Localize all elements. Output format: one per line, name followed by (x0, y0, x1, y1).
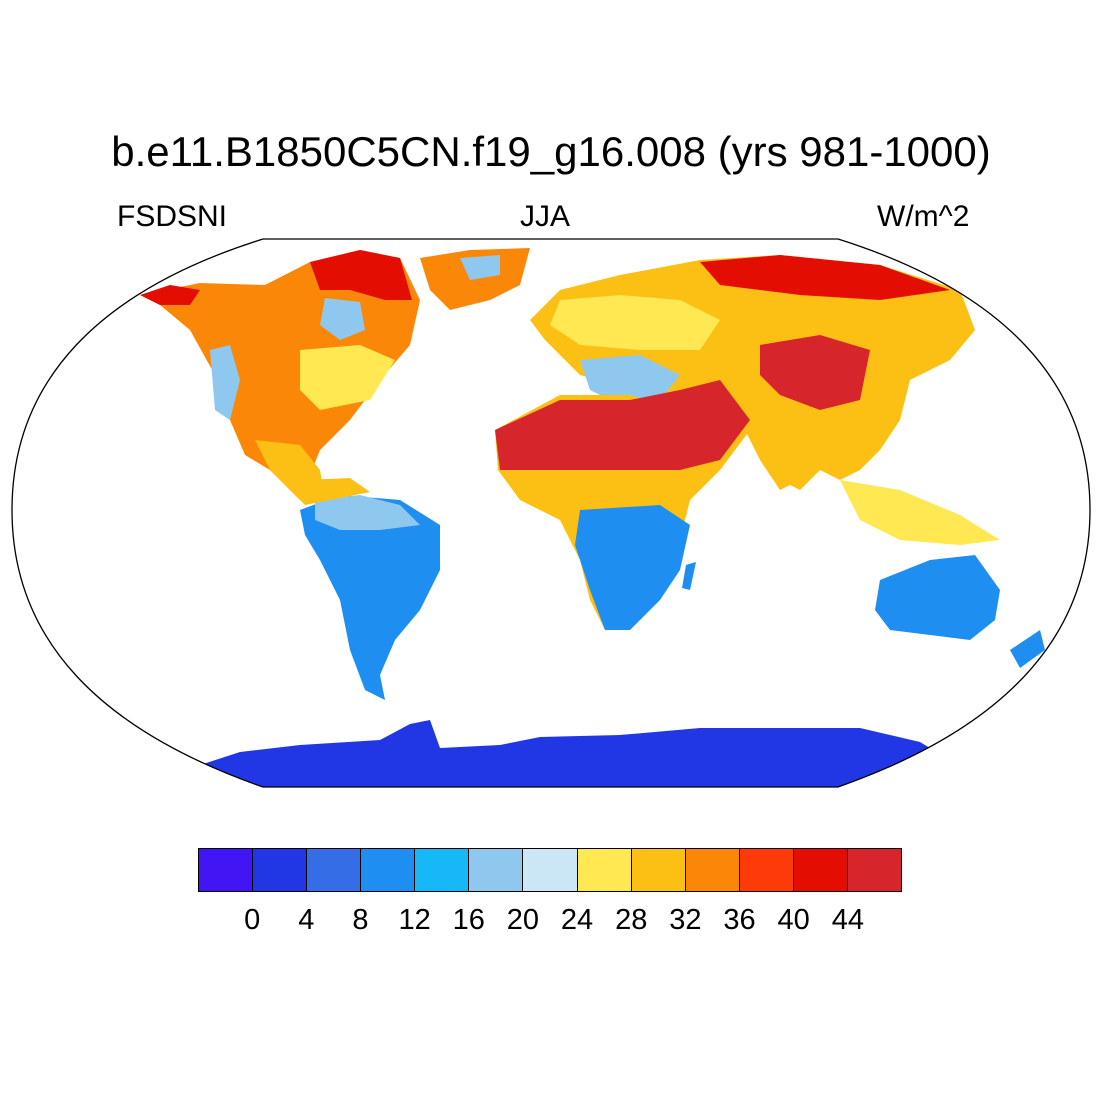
central-asia-hot-region (760, 335, 870, 410)
greenland-center-region (460, 255, 500, 280)
colorbar-box (253, 849, 308, 891)
colorbar-box (361, 849, 416, 891)
colorbar-box (847, 849, 902, 891)
colorbar-tick-label: 44 (831, 904, 864, 936)
antarctica-region (150, 720, 1000, 787)
alaska-region (140, 285, 200, 305)
plot-title: b.e11.B1850C5CN.f19_g16.008 (yrs 981-100… (111, 128, 991, 175)
colorbar-box (415, 849, 470, 891)
colorbar-box (793, 849, 848, 891)
south-america-north-region (315, 495, 420, 530)
colorbar-box (523, 849, 578, 891)
colorbar-tick-label: 40 (777, 904, 810, 936)
australia-region (875, 555, 1000, 640)
canada-north-region (310, 250, 412, 300)
colorbar-tick-label: 36 (723, 904, 756, 936)
hudson-bay-region (320, 298, 365, 340)
colorbar (198, 848, 902, 892)
siberia-north-region (700, 255, 950, 300)
colorbar-labels: 0 4 8 12 16 20 24 28 32 36 40 44 (0, 904, 1102, 944)
colorbar-tick-label: 32 (669, 904, 702, 936)
colorbar-tick-label: 8 (352, 904, 369, 936)
southeast-asia-region (840, 480, 1000, 545)
colorbar-tick-label: 16 (452, 904, 485, 936)
colorbar-tick-label: 12 (398, 904, 431, 936)
colorbar-box (685, 849, 740, 891)
colorbar-tick-label: 4 (298, 904, 315, 936)
africa-south-region (575, 505, 690, 630)
season-label: JJA (520, 200, 571, 233)
mediterranean-region (580, 355, 680, 405)
colorbar-box (631, 849, 686, 891)
us-east-region (300, 345, 395, 410)
colorbar-box (469, 849, 524, 891)
colorbar-box (577, 849, 632, 891)
india-region (740, 420, 820, 490)
south-america-coast-region (305, 478, 370, 505)
us-west-coast-region (210, 345, 240, 420)
colorbar-tick-label: 28 (615, 904, 648, 936)
colorbar-box (739, 849, 794, 891)
europe-north-region (550, 295, 720, 350)
colorbar-tick-label: 0 (244, 904, 261, 936)
colorbar-box (307, 849, 362, 891)
colorbar-tick-label: 24 (560, 904, 594, 936)
sahara-arabia-hot-region (495, 380, 750, 470)
variable-label: FSDSNI (117, 200, 228, 233)
south-america-region (300, 495, 440, 700)
madagascar-region (682, 562, 696, 590)
units-label: W/m^2 (877, 200, 970, 233)
new-zealand-region (1010, 630, 1045, 668)
colorbar-box (199, 849, 254, 891)
globe-outline (11, 238, 1091, 788)
colorbar-tick-label: 20 (506, 904, 540, 936)
